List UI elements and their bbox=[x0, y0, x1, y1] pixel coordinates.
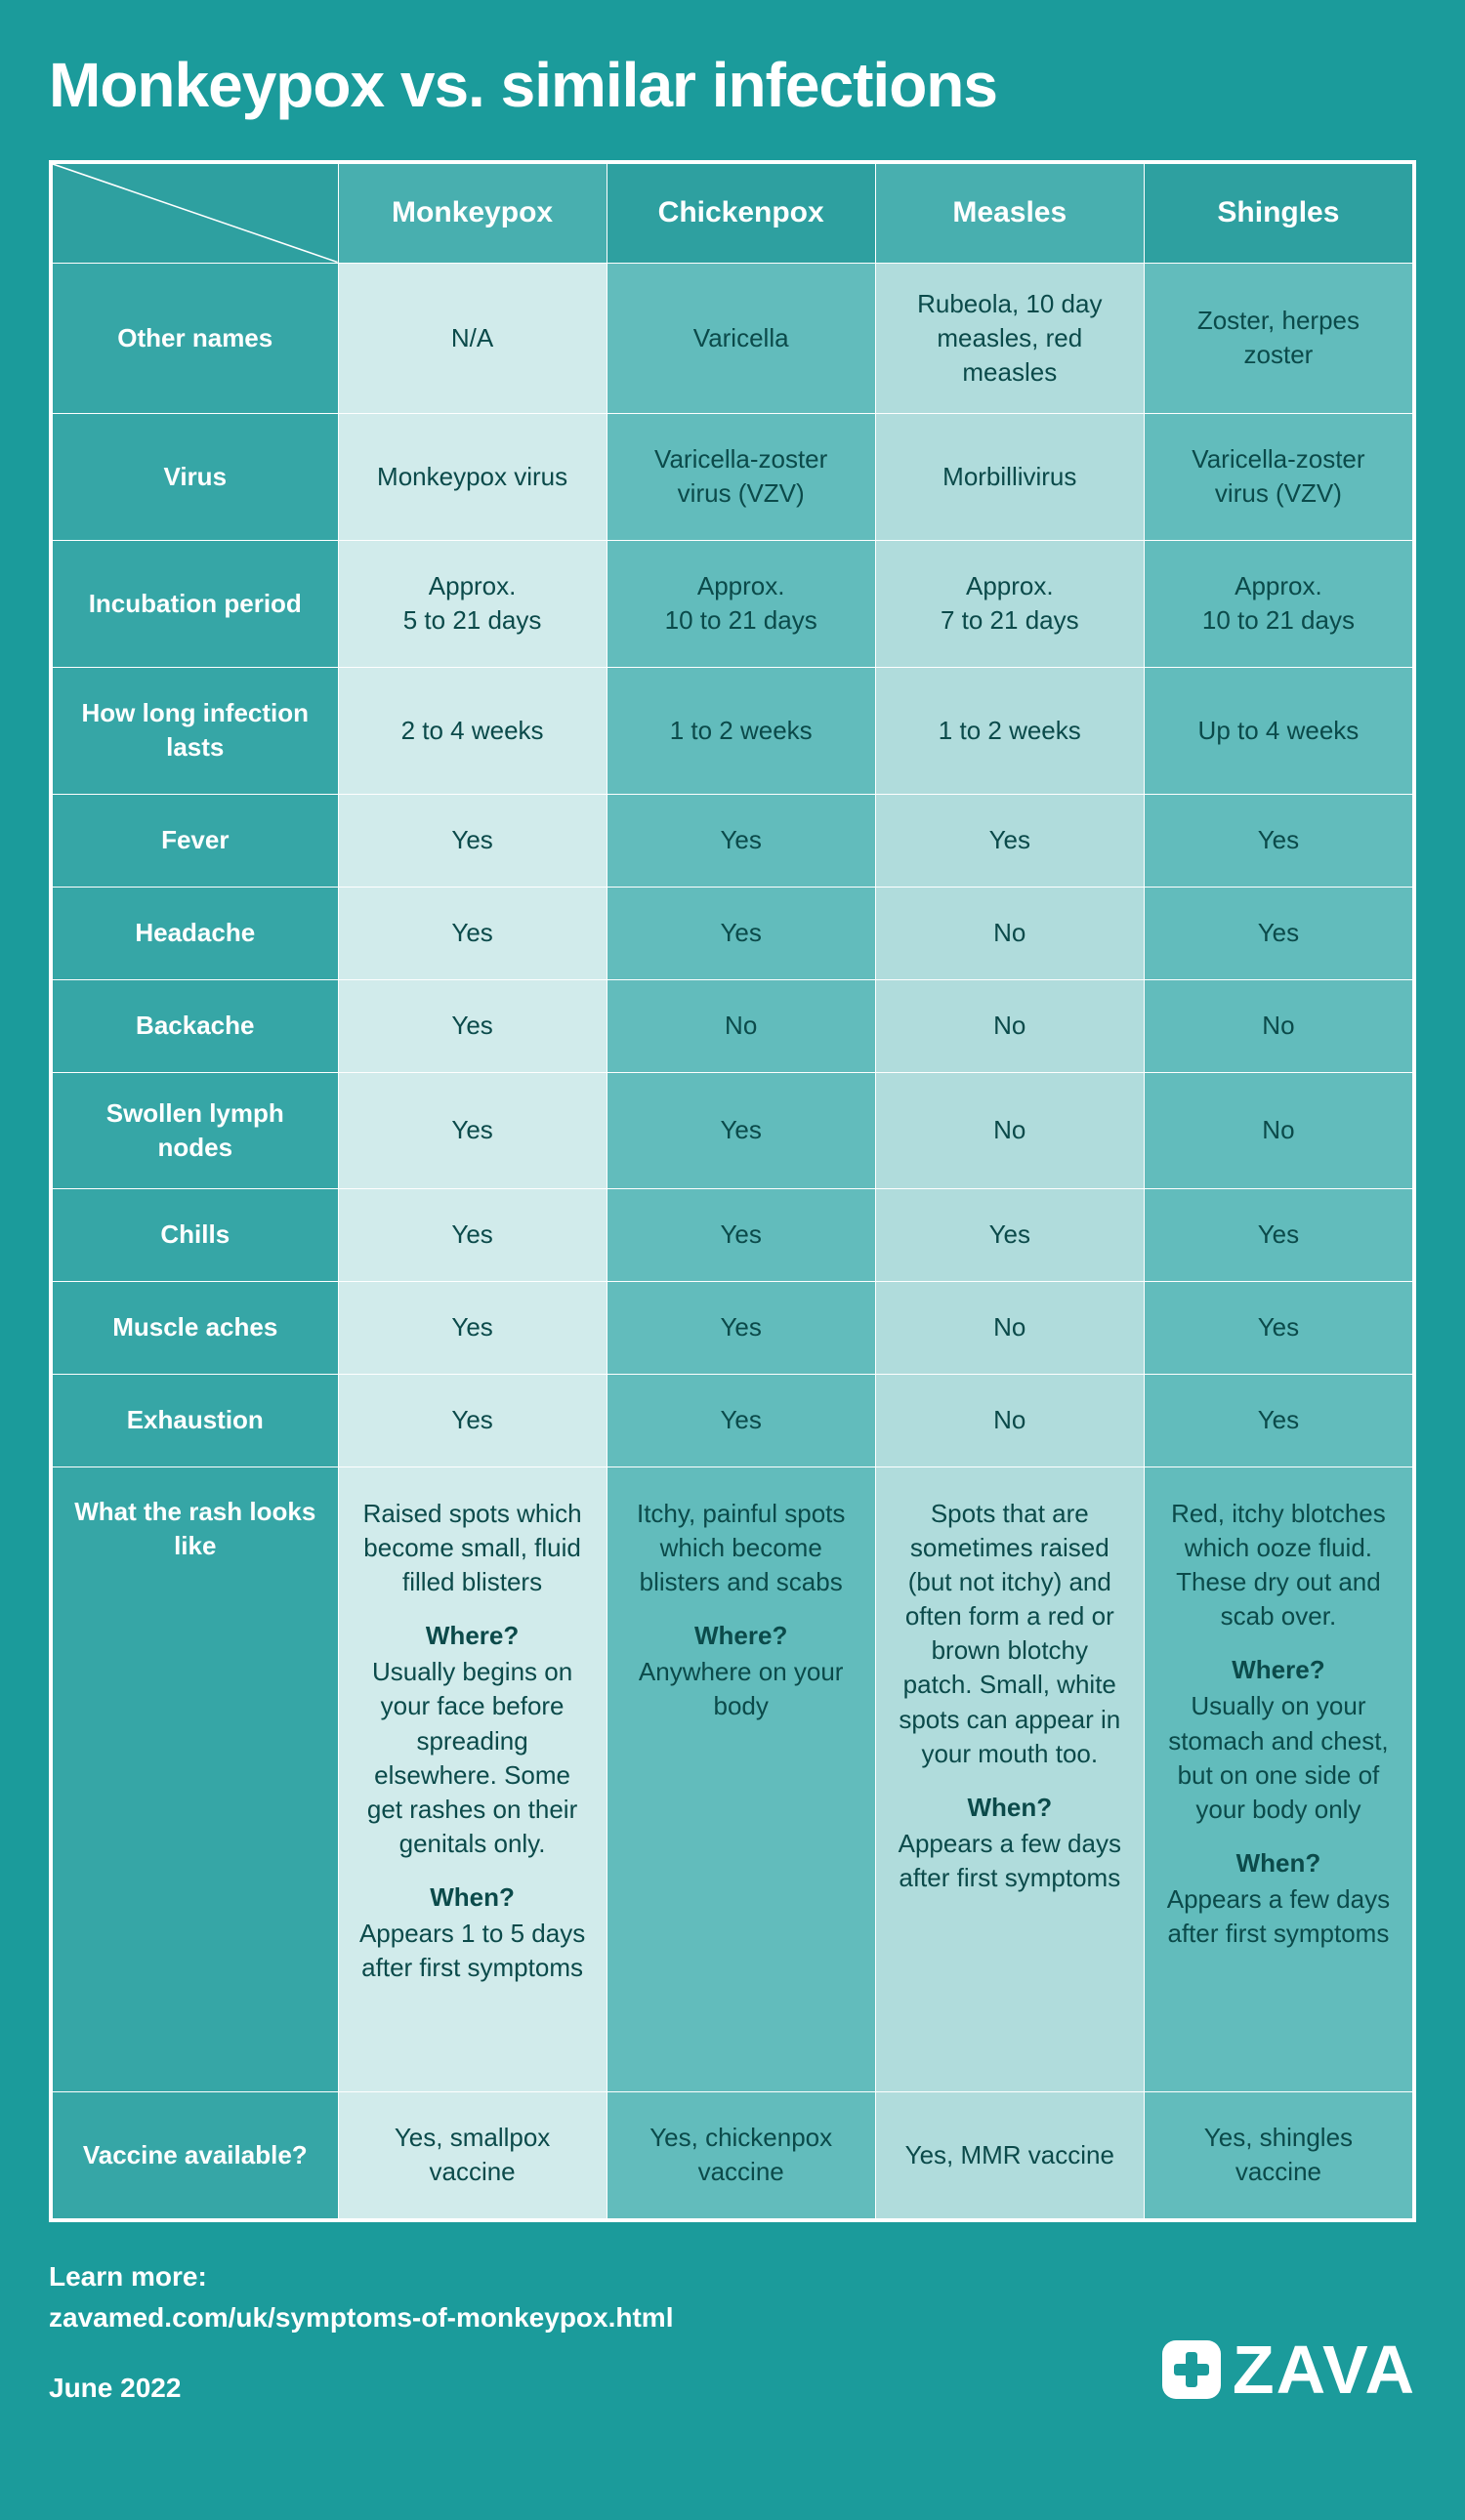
col-header-chickenpox: Chickenpox bbox=[607, 164, 875, 264]
row-header: Incubation period bbox=[53, 540, 339, 667]
table-cell: No bbox=[875, 979, 1144, 1072]
comparison-table: MonkeypoxChickenpoxMeaslesShingles Other… bbox=[52, 163, 1413, 2219]
learn-more-label: Learn more: bbox=[49, 2256, 673, 2297]
row-header: Swollen lymph nodes bbox=[53, 1072, 339, 1188]
row-header: Fever bbox=[53, 794, 339, 887]
table-row: Swollen lymph nodesYesYesNoNo bbox=[53, 1072, 1413, 1188]
row-header: Muscle aches bbox=[53, 1281, 339, 1374]
table-cell: Approx.7 to 21 days bbox=[875, 540, 1144, 667]
learn-more-url: zavamed.com/uk/symptoms-of-monkeypox.htm… bbox=[49, 2297, 673, 2338]
table-cell: Yes bbox=[607, 1281, 875, 1374]
table-cell: Yes bbox=[338, 1374, 607, 1467]
table-cell: Yes bbox=[875, 1188, 1144, 1281]
row-header: Headache bbox=[53, 887, 339, 979]
table-row: How long infection lasts2 to 4 weeks1 to… bbox=[53, 667, 1413, 794]
table-cell: No bbox=[875, 1072, 1144, 1188]
table-row: Other namesN/AVaricellaRubeola, 10 day m… bbox=[53, 263, 1413, 413]
table-row: ExhaustionYesYesNoYes bbox=[53, 1374, 1413, 1467]
row-header: What the rash looks like bbox=[53, 1467, 339, 2091]
table-cell: Yes bbox=[607, 1374, 875, 1467]
table-corner bbox=[53, 164, 339, 264]
table-cell: Varicella bbox=[607, 263, 875, 413]
table-cell: Approx.10 to 21 days bbox=[1144, 540, 1412, 667]
col-header-shingles: Shingles bbox=[1144, 164, 1412, 264]
row-header: Backache bbox=[53, 979, 339, 1072]
table-cell: Rubeola, 10 day measles, red measles bbox=[875, 263, 1144, 413]
table-cell: Raised spots which become small, fluid f… bbox=[338, 1467, 607, 2091]
table-cell: Itchy, painful spots which become bliste… bbox=[607, 1467, 875, 2091]
table-cell: Yes bbox=[607, 887, 875, 979]
brand-logo: ZAVA bbox=[1162, 2331, 1416, 2409]
table-cell: Up to 4 weeks bbox=[1144, 667, 1412, 794]
brand-name: ZAVA bbox=[1233, 2331, 1416, 2409]
page-title: Monkeypox vs. similar infections bbox=[49, 49, 1416, 121]
row-header: How long infection lasts bbox=[53, 667, 339, 794]
table-row: HeadacheYesYesNoYes bbox=[53, 887, 1413, 979]
table-cell: Spots that are sometimes raised (but not… bbox=[875, 1467, 1144, 2091]
table-cell: No bbox=[1144, 1072, 1412, 1188]
plus-icon bbox=[1162, 2340, 1221, 2399]
table-cell: N/A bbox=[338, 263, 607, 413]
table-row: FeverYesYesYesYes bbox=[53, 794, 1413, 887]
footer-date: June 2022 bbox=[49, 2368, 673, 2409]
table-cell: 1 to 2 weeks bbox=[607, 667, 875, 794]
table-row: Vaccine available?Yes, smallpox vaccineY… bbox=[53, 2091, 1413, 2218]
table-cell: Yes bbox=[875, 794, 1144, 887]
table-cell: Approx.5 to 21 days bbox=[338, 540, 607, 667]
table-row: Muscle achesYesYesNoYes bbox=[53, 1281, 1413, 1374]
table-cell: Yes bbox=[338, 1072, 607, 1188]
table-cell: Monkeypox virus bbox=[338, 413, 607, 540]
table-cell: Zoster, herpes zoster bbox=[1144, 263, 1412, 413]
table-cell: Yes bbox=[1144, 1188, 1412, 1281]
table-cell: No bbox=[607, 979, 875, 1072]
table-row-rash: What the rash looks likeRaised spots whi… bbox=[53, 1467, 1413, 2091]
table-cell: No bbox=[875, 1374, 1144, 1467]
footer: Learn more: zavamed.com/uk/symptoms-of-m… bbox=[49, 2256, 1416, 2409]
table-cell: Yes bbox=[1144, 887, 1412, 979]
table-cell: Yes bbox=[607, 1072, 875, 1188]
table-cell: Yes bbox=[338, 1188, 607, 1281]
table-cell: Yes, chickenpox vaccine bbox=[607, 2091, 875, 2218]
table-cell: Yes bbox=[1144, 1281, 1412, 1374]
row-header: Vaccine available? bbox=[53, 2091, 339, 2218]
col-header-measles: Measles bbox=[875, 164, 1144, 264]
row-header: Exhaustion bbox=[53, 1374, 339, 1467]
table-cell: Morbillivirus bbox=[875, 413, 1144, 540]
table-cell: Yes bbox=[607, 794, 875, 887]
col-header-monkeypox: Monkeypox bbox=[338, 164, 607, 264]
table-row: VirusMonkeypox virusVaricella-zoster vir… bbox=[53, 413, 1413, 540]
table-row: ChillsYesYesYesYes bbox=[53, 1188, 1413, 1281]
comparison-table-wrap: MonkeypoxChickenpoxMeaslesShingles Other… bbox=[49, 160, 1416, 2222]
table-cell: Yes bbox=[1144, 1374, 1412, 1467]
table-cell: Approx.10 to 21 days bbox=[607, 540, 875, 667]
table-cell: Yes bbox=[1144, 794, 1412, 887]
table-row: Incubation periodApprox.5 to 21 daysAppr… bbox=[53, 540, 1413, 667]
table-cell: Yes bbox=[338, 979, 607, 1072]
table-cell: No bbox=[1144, 979, 1412, 1072]
table-cell: Yes bbox=[607, 1188, 875, 1281]
table-cell: No bbox=[875, 887, 1144, 979]
table-cell: Yes bbox=[338, 887, 607, 979]
table-cell: Yes, smallpox vaccine bbox=[338, 2091, 607, 2218]
row-header: Chills bbox=[53, 1188, 339, 1281]
table-cell: Yes, shingles vaccine bbox=[1144, 2091, 1412, 2218]
table-cell: Varicella-zoster virus (VZV) bbox=[1144, 413, 1412, 540]
table-cell: 2 to 4 weeks bbox=[338, 667, 607, 794]
table-cell: Varicella-zoster virus (VZV) bbox=[607, 413, 875, 540]
table-cell: Red, itchy blotches which ooze fluid. Th… bbox=[1144, 1467, 1412, 2091]
table-cell: Yes bbox=[338, 1281, 607, 1374]
row-header: Virus bbox=[53, 413, 339, 540]
row-header: Other names bbox=[53, 263, 339, 413]
table-cell: Yes bbox=[338, 794, 607, 887]
table-cell: No bbox=[875, 1281, 1144, 1374]
footer-left: Learn more: zavamed.com/uk/symptoms-of-m… bbox=[49, 2256, 673, 2409]
table-row: BackacheYesNoNoNo bbox=[53, 979, 1413, 1072]
table-cell: Yes, MMR vaccine bbox=[875, 2091, 1144, 2218]
table-cell: 1 to 2 weeks bbox=[875, 667, 1144, 794]
